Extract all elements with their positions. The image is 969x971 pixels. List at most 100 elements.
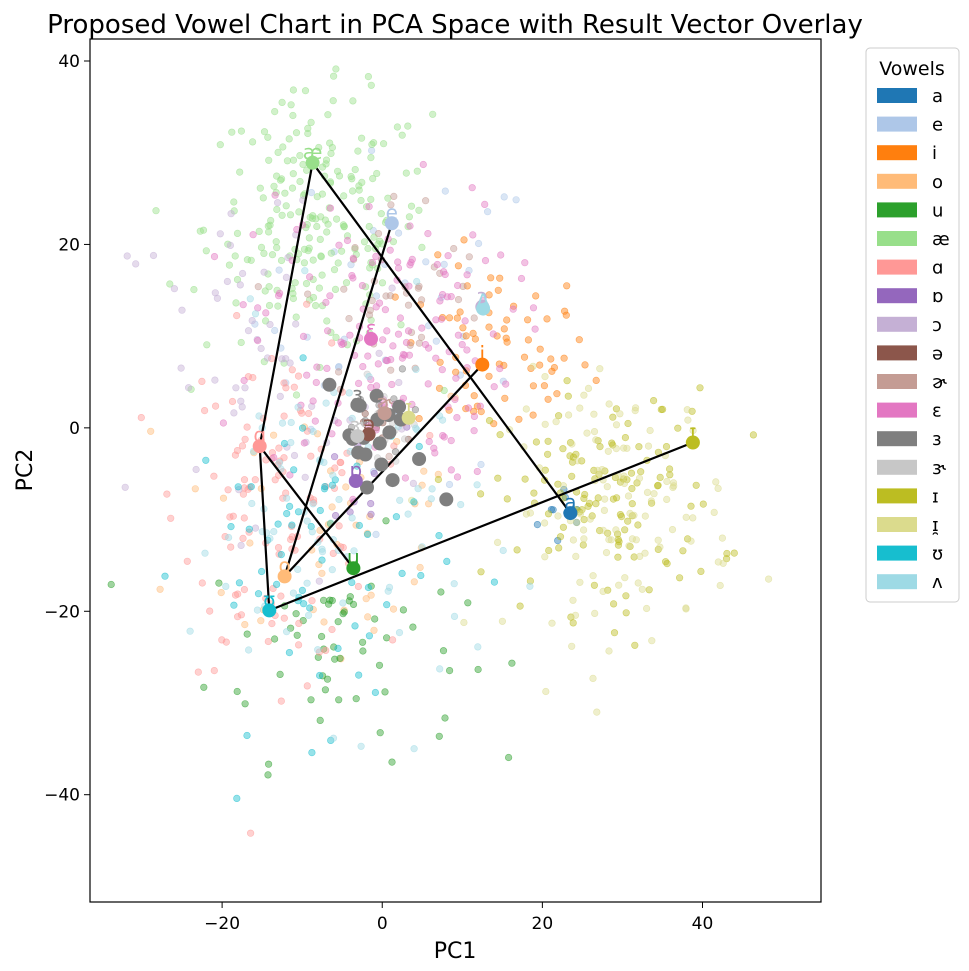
scatter-point-15 xyxy=(631,404,640,412)
scatter-point-3 xyxy=(246,539,254,547)
scatter-point-15 xyxy=(573,518,581,527)
scatter-point-6 xyxy=(308,597,316,605)
scatter-point-5 xyxy=(288,184,297,192)
scatter-point-15 xyxy=(626,509,634,518)
scatter-point-8 xyxy=(375,349,383,357)
scatter-point-14 xyxy=(622,592,630,600)
scatter-point-15 xyxy=(541,420,549,428)
scatter-point-11 xyxy=(440,433,448,441)
scatter-point-16 xyxy=(435,531,443,540)
scatter-point-6 xyxy=(206,607,214,615)
scatter-point-5 xyxy=(196,227,204,235)
scatter-point-15 xyxy=(554,512,562,520)
x-tick-label-3: 40 xyxy=(692,914,714,934)
centroid-extra-11 xyxy=(412,452,427,466)
centroid-12 xyxy=(350,397,365,412)
scatter-point-16 xyxy=(233,794,241,803)
scatter-point-3 xyxy=(191,485,199,493)
scatter-point-8 xyxy=(301,473,309,481)
scatter-point-5 xyxy=(402,169,410,177)
scatter-point-5 xyxy=(271,107,279,116)
scatter-point-7 xyxy=(332,511,340,520)
scatter-point-4 xyxy=(474,665,482,674)
scatter-point-17 xyxy=(309,427,317,436)
scatter-point-5 xyxy=(342,279,351,287)
legend-title: Vowels xyxy=(879,58,945,80)
scatter-point-5 xyxy=(313,222,321,231)
scatter-point-15 xyxy=(599,526,607,534)
scatter-point-11 xyxy=(365,203,373,211)
scatter-point-16 xyxy=(443,557,451,566)
scatter-point-1 xyxy=(372,530,380,539)
scatter-point-6 xyxy=(338,469,346,477)
scatter-point-15 xyxy=(638,585,646,593)
scatter-point-6 xyxy=(354,582,363,591)
scatter-point-8 xyxy=(248,317,256,325)
scatter-point-15 xyxy=(687,537,695,545)
scatter-point-14 xyxy=(654,481,662,489)
plot-border xyxy=(89,38,822,903)
scatter-point-15 xyxy=(590,428,599,436)
scatter-point-5 xyxy=(292,313,300,321)
scatter-point-11 xyxy=(476,402,484,410)
scatter-point-5 xyxy=(316,235,324,243)
scatter-point-5 xyxy=(237,127,245,135)
scatter-point-16 xyxy=(243,731,251,740)
scatter-point-17 xyxy=(186,627,194,635)
scatter-point-6 xyxy=(183,557,191,565)
scatter-point-10 xyxy=(422,197,430,205)
centroid-label-10: ɚ xyxy=(376,390,393,414)
scatter-point-6 xyxy=(240,476,249,484)
centroid-label-2: i xyxy=(480,342,486,366)
scatter-point-4 xyxy=(320,596,328,604)
scatter-point-2 xyxy=(473,402,482,410)
scatter-point-15 xyxy=(580,391,588,399)
scatter-point-6 xyxy=(328,339,336,347)
scatter-point-6 xyxy=(233,312,241,320)
scatter-point-6 xyxy=(303,300,311,308)
x-axis-label: PC1 xyxy=(434,939,477,964)
scatter-point-11 xyxy=(375,299,384,307)
legend-swatch-10 xyxy=(877,374,917,389)
legend-swatch-5 xyxy=(877,231,917,246)
legend-swatch-7 xyxy=(877,288,917,304)
centroid-6 xyxy=(252,439,267,454)
centroid-label-6: ɑ xyxy=(253,423,266,447)
centroid-7 xyxy=(348,474,363,488)
scatter-point-5 xyxy=(317,253,325,261)
scatter-point-14 xyxy=(614,541,623,549)
centroid-0 xyxy=(563,506,578,521)
scatter-point-14 xyxy=(609,600,618,608)
scatter-point-14 xyxy=(609,441,617,449)
scatter-point-4 xyxy=(325,600,333,608)
centroid-label-11: ɛ xyxy=(366,316,377,340)
scatter-point-16 xyxy=(320,485,329,493)
scatter-point-15 xyxy=(580,535,588,543)
scatter-point-5 xyxy=(377,210,385,218)
scatter-point-16 xyxy=(299,424,307,432)
scatter-point-11 xyxy=(394,330,403,338)
scatter-point-5 xyxy=(257,243,266,251)
scatter-point-16 xyxy=(348,578,356,587)
scatter-point-11 xyxy=(388,380,396,389)
scatter-point-15 xyxy=(670,482,678,490)
scatter-point-5 xyxy=(367,154,375,162)
scatter-point-14 xyxy=(631,641,639,649)
scatter-point-8 xyxy=(226,241,234,249)
scatter-point-8 xyxy=(409,479,418,488)
scatter-point-11 xyxy=(425,344,433,352)
scatter-point-5 xyxy=(289,156,298,164)
scatter-point-1 xyxy=(499,377,507,385)
scatter-point-5 xyxy=(330,72,338,80)
scatter-point-6 xyxy=(282,384,290,392)
scatter-point-16 xyxy=(245,525,253,533)
scatter-point-12 xyxy=(390,395,398,403)
scatter-point-10 xyxy=(387,366,395,374)
scatter-point-14 xyxy=(477,490,485,498)
scatter-point-17 xyxy=(384,587,392,595)
legend-swatch-13 xyxy=(877,459,917,475)
scatter-point-15 xyxy=(628,535,637,543)
scatter-point-6 xyxy=(240,585,248,594)
